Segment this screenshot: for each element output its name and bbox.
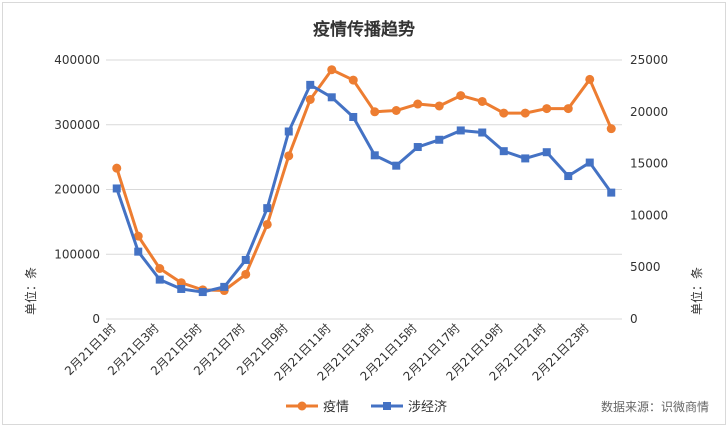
series-1-point (606, 124, 616, 134)
source-note: 数据来源：识微商情 (601, 399, 709, 414)
series-1-point (133, 231, 143, 241)
series-2-point (155, 275, 164, 284)
series-2-point (542, 148, 551, 157)
series-1-point (477, 96, 487, 106)
series-1-line (115, 68, 613, 293)
series-1 (112, 65, 616, 296)
series-2-point (499, 147, 508, 156)
chart-title: 疫情传播趋势 (313, 19, 415, 40)
series-2-point (564, 172, 573, 181)
series-1-point (241, 269, 251, 279)
right-tick-label: 5000 (630, 260, 661, 274)
series-2-point (327, 93, 336, 102)
left-tick-label: 200000 (54, 183, 100, 197)
series-2-point (413, 143, 422, 152)
series-2-point (607, 188, 616, 197)
right-tick-label: 0 (630, 312, 638, 326)
series-1-point (456, 91, 466, 101)
series-2-point (435, 135, 444, 144)
x-axis-ticks: 2月21日1时2月21日3时2月21日5时2月21日7时2月21日9时2月21日… (62, 321, 592, 383)
series-2-point (370, 151, 379, 160)
series-2-point (198, 288, 207, 297)
left-tick-label: 400000 (54, 53, 100, 67)
line-chart: 疫情传播趋势 0 100000 200000 300000 400000 0 5000 10… (23, 19, 709, 415)
right-tick-label: 10000 (630, 208, 668, 222)
right-axis-label: 单位：条 (689, 267, 704, 315)
series-1-point (434, 101, 444, 111)
series-2-point (112, 184, 121, 193)
right-tick-label: 20000 (630, 105, 668, 119)
legend-label-series-2: 涉经济 (408, 400, 447, 415)
series-2-point (263, 204, 272, 213)
left-tick-label: 300000 (54, 118, 100, 132)
legend: 疫情 涉经济 (286, 399, 447, 415)
series-2-point (134, 247, 143, 256)
series-1-point (348, 75, 358, 85)
series-2 (112, 80, 616, 297)
series-1-point (413, 99, 423, 109)
series-2-point (585, 158, 594, 167)
series-1-point (499, 108, 509, 118)
right-axis-ticks: 0 5000 10000 15000 20000 25000 (630, 53, 668, 326)
series-2-point (220, 282, 229, 291)
series-1-point (563, 104, 573, 114)
series-1-point (520, 108, 530, 118)
series-2-point (456, 126, 465, 135)
series-1-point (391, 106, 401, 116)
right-tick-label: 15000 (630, 157, 668, 171)
series-1-point (327, 65, 337, 75)
series-1-point (585, 74, 595, 84)
series-2-point (349, 112, 358, 121)
grid (106, 59, 622, 320)
series-2-point (241, 255, 250, 264)
series-2-point (521, 154, 530, 163)
series-1-point (262, 219, 272, 229)
series-1-point (542, 104, 552, 114)
series-2-point (392, 161, 401, 170)
left-axis-label: 单位：条 (23, 267, 38, 315)
series-2-line (115, 83, 613, 294)
series-1-point (305, 94, 315, 104)
series-2-point (306, 80, 315, 89)
left-tick-label: 0 (92, 312, 100, 326)
series-1-point (284, 151, 294, 161)
series-1-point (155, 263, 165, 273)
right-tick-label: 25000 (630, 53, 668, 67)
series-2-point (284, 127, 293, 136)
series-2-point (478, 128, 487, 137)
series-1-point (370, 107, 380, 117)
legend-item-series-2[interactable]: 涉经济 (371, 400, 447, 415)
left-axis-ticks: 0 100000 200000 300000 400000 (54, 53, 100, 326)
series-2-point (177, 284, 186, 293)
left-tick-label: 100000 (54, 247, 100, 261)
legend-item-series-1[interactable]: 疫情 (286, 399, 349, 415)
legend-label-series-1: 疫情 (323, 399, 349, 415)
series-1-point (112, 163, 122, 173)
series-layer (112, 65, 616, 297)
